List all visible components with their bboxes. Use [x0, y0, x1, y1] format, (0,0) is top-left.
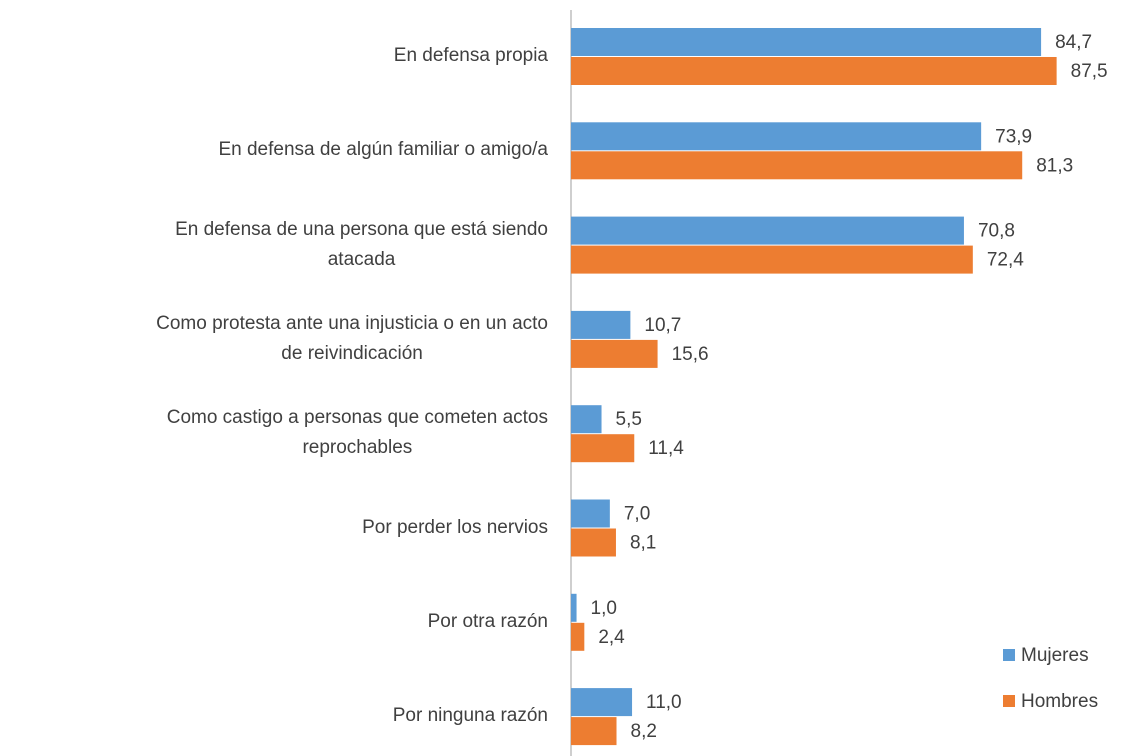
value-label: 1,0 [591, 598, 617, 619]
bar [571, 688, 633, 717]
value-label: 8,1 [630, 533, 656, 554]
category-label: En defensa de una persona que está siend… [175, 218, 548, 270]
bar [571, 434, 635, 463]
value-label: 84,7 [1055, 32, 1092, 53]
bar [571, 28, 1042, 56]
category-label: En defensa de algún familiar o amigo/a [218, 139, 548, 161]
bar [571, 151, 1023, 180]
bar [571, 216, 964, 245]
value-label: 72,4 [987, 250, 1024, 271]
value-label: 73,9 [995, 126, 1032, 147]
legend-swatch [1003, 649, 1015, 661]
bar [571, 528, 616, 557]
value-label: 87,5 [1071, 61, 1108, 82]
bar [571, 57, 1057, 85]
bar [571, 499, 610, 528]
category-label: Como castigo a personas que cometen acto… [166, 407, 548, 459]
value-label: 10,7 [644, 315, 681, 336]
value-label: 8,2 [631, 721, 657, 742]
value-label: 5,5 [616, 409, 642, 430]
bar [571, 310, 631, 339]
value-label: 7,0 [624, 504, 650, 525]
value-label: 11,0 [646, 692, 682, 713]
bar [571, 122, 982, 151]
category-label: En defensa propia [393, 45, 548, 66]
category-label: Por ninguna razón [392, 705, 548, 727]
category-label: Como protesta ante una injusticia o en u… [156, 312, 548, 364]
bar [571, 339, 658, 368]
value-label: 2,4 [598, 627, 625, 648]
bar [571, 593, 577, 622]
value-label: 70,8 [978, 221, 1015, 242]
bar [571, 245, 973, 274]
legend-label: Mujeres [1021, 645, 1089, 666]
value-label: 15,6 [672, 344, 709, 365]
value-label: 11,4 [648, 438, 684, 459]
value-label: 81,3 [1036, 155, 1073, 176]
legend-label: Hombres [1021, 691, 1098, 712]
legend-swatch [1003, 695, 1015, 707]
bar [571, 717, 617, 746]
category-label: Por otra razón [427, 610, 548, 632]
bar [571, 405, 602, 434]
bar [571, 622, 585, 651]
category-label: Por perder los nervios [362, 516, 548, 538]
